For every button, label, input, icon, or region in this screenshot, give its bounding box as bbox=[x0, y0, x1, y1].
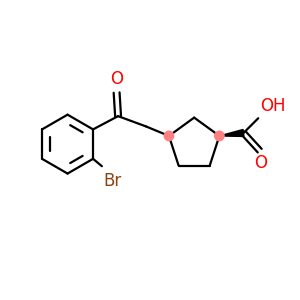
Circle shape bbox=[215, 131, 224, 141]
Text: OH: OH bbox=[260, 97, 286, 115]
Text: O: O bbox=[110, 70, 123, 88]
Text: O: O bbox=[254, 154, 267, 172]
Text: Br: Br bbox=[103, 172, 122, 190]
Polygon shape bbox=[219, 130, 244, 136]
Circle shape bbox=[164, 131, 174, 141]
